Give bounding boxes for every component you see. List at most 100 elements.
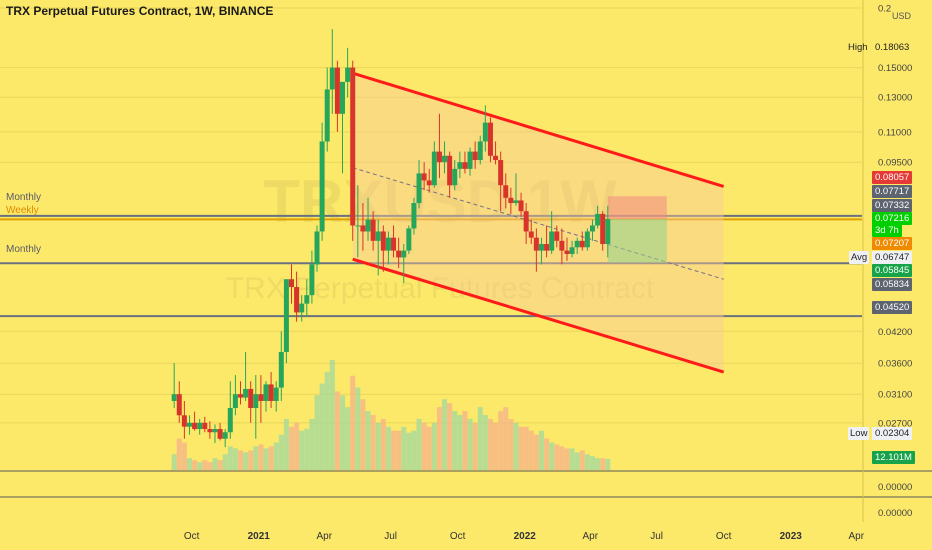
price-tag: 0.18063 <box>875 42 910 53</box>
price-axis-ticks[interactable]: 0.2 0.15000 0.13000 0.11000 0.09500 0.04200 0.… <box>878 4 912 520</box>
volume-bar <box>436 407 442 470</box>
volume-bar <box>278 434 284 470</box>
candle-body <box>253 394 259 409</box>
volume-bar <box>243 452 249 470</box>
currency-label: USD <box>892 11 912 21</box>
volume-bar <box>340 395 346 470</box>
volume-bar <box>171 454 177 470</box>
candle-body <box>350 67 356 226</box>
volume-bar <box>268 446 274 470</box>
volume-bar <box>360 399 366 470</box>
time-axis-label: Apr <box>317 531 333 542</box>
candle-body <box>283 279 289 353</box>
candle-body <box>314 231 320 265</box>
volume-bar <box>605 459 611 470</box>
candle-body <box>192 422 198 430</box>
candle-body <box>237 394 243 398</box>
price-tag: 0.07207 <box>872 237 913 250</box>
volume-bar <box>314 395 320 470</box>
candle-body <box>457 162 463 169</box>
volume-bar <box>493 422 499 470</box>
volume-bar <box>385 426 391 470</box>
volume-bar <box>283 418 289 470</box>
candle-body <box>416 173 422 204</box>
volume-bar <box>304 428 310 470</box>
volume-bar <box>549 442 555 470</box>
volume-bar <box>482 415 488 470</box>
volume-bar <box>523 426 529 470</box>
level-label-monthly-lower: Monthly <box>6 244 42 255</box>
volume-bar <box>309 418 315 470</box>
time-axis-label: Jul <box>384 531 397 542</box>
volume-bar <box>329 360 335 470</box>
channel-fill <box>352 73 724 373</box>
volume-bar <box>212 458 218 470</box>
volume-bar <box>462 411 468 470</box>
volume-bar <box>258 444 264 470</box>
volume-bar <box>564 448 570 470</box>
volume-bar <box>324 371 330 470</box>
candle-body <box>442 155 448 163</box>
volume-bar <box>375 422 381 470</box>
volume-bar <box>370 415 376 470</box>
volume-bar <box>569 448 575 470</box>
candle-body <box>477 141 483 161</box>
candle-body <box>493 155 499 161</box>
candle-body <box>472 151 478 161</box>
volume-bar <box>197 462 203 470</box>
time-axis-label: 2023 <box>780 531 803 542</box>
candle-body <box>340 81 346 114</box>
volume-bar <box>391 430 397 470</box>
time-axis-label: Jul <box>650 531 663 542</box>
lower-pane-tick: 0.00000 <box>878 508 912 519</box>
price-axis-tick: 0.11000 <box>878 127 912 138</box>
volume-bar <box>207 462 213 470</box>
candle-body <box>222 432 228 439</box>
candle-body <box>533 237 539 251</box>
price-axis-tick: 0.02700 <box>878 418 912 429</box>
volume-bar <box>498 411 504 470</box>
time-axis[interactable]: Oct 2021 Apr Jul Oct 2022 Apr Jul Oct 2023 Apr <box>184 531 865 542</box>
candle-body <box>273 387 279 401</box>
price-axis-tick: 0.15000 <box>878 63 912 74</box>
volume-bar <box>508 418 514 470</box>
lower-pane-tick: 0.00000 <box>878 482 912 493</box>
candle-body <box>345 67 351 82</box>
price-tag: 0.04520 <box>872 301 913 314</box>
volume-bar <box>176 438 182 470</box>
volume-bar <box>472 422 478 470</box>
price-tag: 0.06747 <box>872 251 913 264</box>
volume-bar <box>263 448 269 470</box>
price-axis-tick: 0.13000 <box>878 93 912 104</box>
price-tag-prefix: Low <box>848 427 870 440</box>
candle-body <box>421 173 427 181</box>
time-axis-label: 2022 <box>514 531 537 542</box>
volume-bar <box>406 432 412 470</box>
candle-body <box>600 213 606 245</box>
candle-body <box>289 279 295 288</box>
chart-title: TRX Perpetual Futures Contract, 1W, BINA… <box>6 4 274 18</box>
volume-bar <box>181 442 187 470</box>
volume-bar <box>595 458 601 470</box>
price-axis-tick: 0.04200 <box>878 327 912 338</box>
candle-body <box>574 240 580 248</box>
candle-body <box>431 151 437 186</box>
price-tag: 12.101M <box>872 451 915 464</box>
volume-bar <box>396 430 402 470</box>
volume-bar <box>513 422 519 470</box>
price-tag: 0.07216 <box>872 212 913 225</box>
volume-bar <box>447 403 453 470</box>
candle-body <box>569 247 575 254</box>
volume-bar <box>232 448 238 470</box>
volume-bar <box>380 418 386 470</box>
volume-bar <box>186 458 192 470</box>
candle-body <box>401 250 407 258</box>
candle-body <box>197 422 203 430</box>
candle-body <box>584 231 590 248</box>
volume-bar <box>467 418 473 470</box>
channel-upper-line <box>352 71 725 188</box>
candle-body <box>462 162 468 169</box>
short-position-tool[interactable] <box>607 196 667 263</box>
volume-bar <box>589 456 595 470</box>
